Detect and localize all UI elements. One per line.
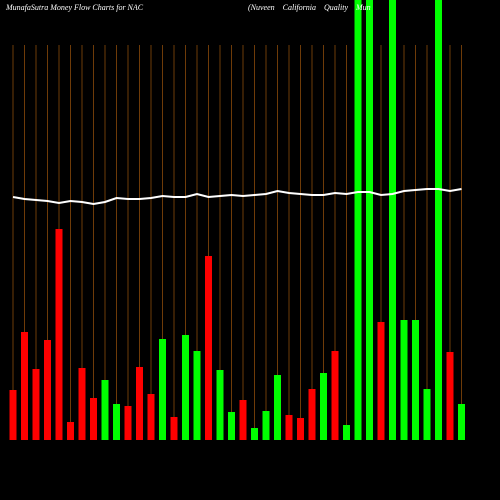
bar bbox=[320, 373, 327, 440]
bar bbox=[274, 375, 281, 440]
chart-subtitle: (Nuveen California Quality Mun bbox=[248, 3, 371, 12]
bar bbox=[251, 428, 258, 440]
bar bbox=[262, 411, 270, 440]
bar bbox=[446, 352, 454, 440]
bar bbox=[55, 229, 63, 440]
bar bbox=[67, 422, 74, 440]
bar bbox=[366, 0, 373, 440]
bar bbox=[78, 368, 86, 440]
plot-area bbox=[9, 0, 465, 440]
bar bbox=[124, 406, 132, 440]
bar bbox=[90, 398, 97, 440]
bar bbox=[435, 0, 442, 440]
bar bbox=[147, 394, 155, 440]
bar bbox=[159, 339, 166, 440]
bar bbox=[331, 351, 339, 440]
bar bbox=[285, 415, 293, 440]
bar bbox=[343, 425, 350, 440]
bar bbox=[297, 418, 304, 440]
bar bbox=[423, 389, 431, 440]
bar bbox=[377, 322, 385, 440]
bar bbox=[308, 389, 316, 440]
bar bbox=[21, 332, 28, 440]
bar bbox=[458, 404, 465, 440]
bar bbox=[354, 0, 362, 440]
bar bbox=[101, 380, 109, 440]
bar bbox=[170, 417, 178, 440]
bar bbox=[44, 340, 51, 440]
bar bbox=[216, 370, 224, 440]
bar bbox=[113, 404, 120, 440]
bar bbox=[400, 320, 408, 440]
bar bbox=[193, 351, 201, 440]
bar bbox=[205, 256, 212, 440]
bar bbox=[182, 335, 189, 440]
price-line bbox=[12, 188, 462, 206]
bar bbox=[412, 320, 419, 440]
bar bbox=[389, 0, 396, 440]
bar bbox=[9, 390, 17, 440]
chart-title: MunafaSutra Money Flow Charts for NAC bbox=[5, 3, 144, 12]
bar bbox=[32, 369, 40, 440]
bar bbox=[228, 412, 235, 440]
bar bbox=[239, 400, 247, 440]
bar bbox=[136, 367, 143, 440]
